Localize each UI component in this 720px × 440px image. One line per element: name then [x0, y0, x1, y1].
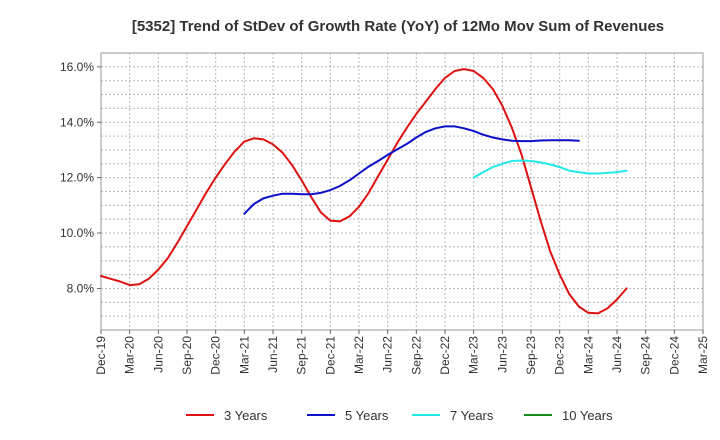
series-line-5-years [243, 125, 580, 215]
y-tick-label: 12.0% [60, 171, 94, 185]
y-tick-label: 14.0% [60, 115, 94, 129]
legend-7-years-label: 7 Years [450, 408, 494, 423]
series-line-7-years [472, 159, 628, 179]
grid [100, 53, 704, 330]
x-tick-label: Mar-22 [352, 336, 366, 374]
x-tick-label: Jun-24 [610, 336, 624, 373]
x-tick-label: Mar-21 [237, 336, 251, 374]
x-tick-label: Sep-23 [524, 336, 538, 375]
x-tick-label: Jun-22 [381, 336, 395, 373]
legend: 3 Years 5 Years 7 Years 10 Years [186, 408, 613, 423]
x-tick-label: Dec-21 [323, 336, 337, 375]
y-tick-label: 8.0% [67, 281, 95, 295]
x-tick-label: Jun-21 [266, 336, 280, 373]
x-tick-label: Sep-24 [639, 336, 653, 375]
x-tick-label: Mar-25 [696, 336, 710, 374]
x-tick-label: Dec-19 [94, 336, 108, 375]
series-line-3-years [100, 68, 628, 315]
x-tick-label: Mar-23 [467, 336, 481, 374]
legend-5-years-label: 5 Years [345, 408, 389, 423]
plot-area [100, 52, 704, 331]
x-tick-label: Dec-22 [438, 336, 452, 375]
x-tick-label: Dec-20 [209, 336, 223, 375]
x-tick-label: Mar-20 [123, 336, 137, 374]
y-tick-label: 16.0% [60, 60, 94, 74]
x-tick-label: Sep-21 [295, 336, 309, 375]
x-tick-label: Jun-20 [151, 336, 165, 373]
x-tick-label: Jun-23 [495, 336, 509, 373]
y-axis: 8.0% 10.0% 12.0% 14.0% 16.0% [60, 60, 101, 295]
x-tick-label: Sep-20 [180, 336, 194, 375]
x-tick-label: Dec-23 [553, 336, 567, 375]
chart-title: [5352] Trend of StDev of Growth Rate (Yo… [132, 18, 664, 35]
x-axis: Dec-19 Mar-20 Jun-20 Sep-20 Dec-20 Mar-21 Jun-… [94, 330, 710, 375]
y-tick-label: 10.0% [60, 226, 94, 240]
legend-10-years-label: 10 Years [562, 408, 613, 423]
x-tick-label: Dec-24 [667, 336, 681, 375]
legend-3-years-label: 3 Years [224, 408, 268, 423]
series-lines [100, 68, 628, 315]
x-tick-label: Mar-24 [581, 336, 595, 374]
x-tick-label: Sep-22 [409, 336, 423, 375]
